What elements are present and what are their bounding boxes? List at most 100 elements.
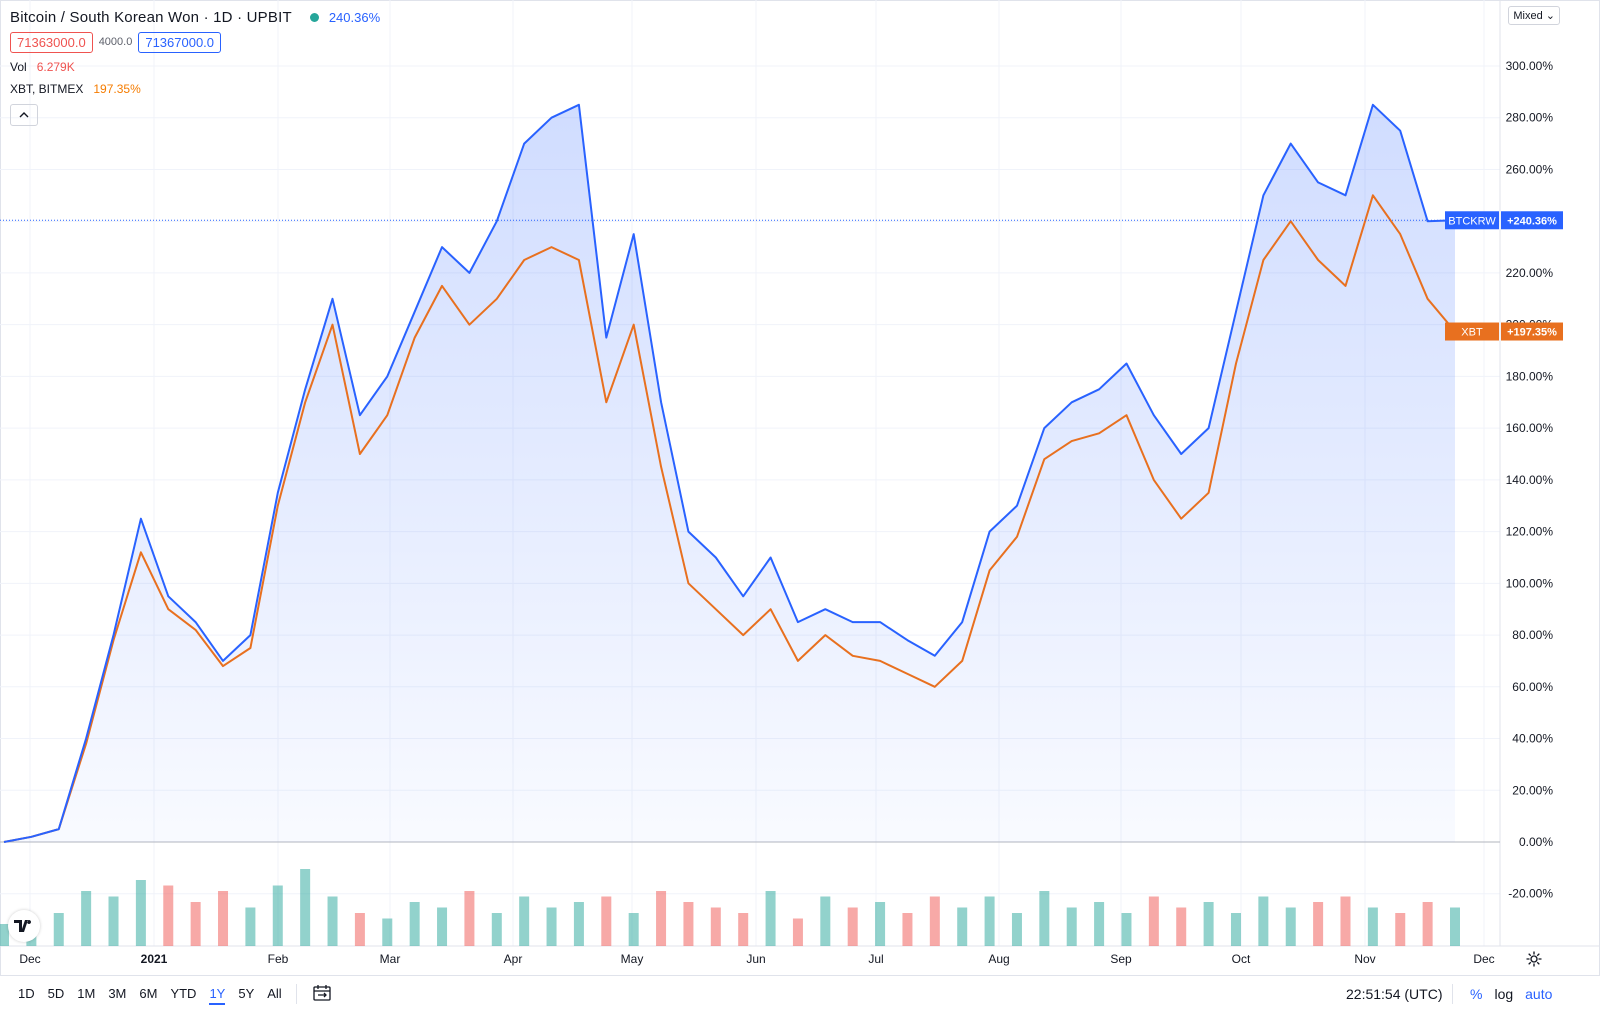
volume-bar xyxy=(792,918,803,946)
volume-bar xyxy=(1011,913,1022,946)
volume-bar xyxy=(1340,896,1351,946)
volume-bar xyxy=(1176,907,1187,946)
range-1d[interactable]: 1D xyxy=(18,986,35,1001)
scale-toggle-group: % log auto xyxy=(1470,986,1552,1002)
y-tick-label: 0.00% xyxy=(1519,835,1553,849)
volume-bar xyxy=(1121,913,1132,946)
x-tick-label: Nov xyxy=(1354,952,1375,966)
range-1m[interactable]: 1M xyxy=(77,986,96,1001)
volume-bar xyxy=(765,891,776,946)
tradingview-logo[interactable] xyxy=(8,910,40,942)
series-name-label: BTCKRW xyxy=(1448,215,1496,227)
range-5y[interactable]: 5Y xyxy=(238,986,255,1001)
volume-bar xyxy=(0,924,9,946)
bottom-toolbar: 1D 5D 1M 3M 6M YTD 1Y 5Y All 22:51:54 (UTC) % lo… xyxy=(0,975,1600,1034)
volume-bar xyxy=(300,869,311,946)
volume-bar xyxy=(1367,907,1378,946)
scale-mode-label: Mixed xyxy=(1513,10,1543,22)
volume-bar xyxy=(437,907,448,946)
volume-bar xyxy=(272,885,283,946)
volume-bar xyxy=(820,896,831,946)
volume-bar xyxy=(957,907,968,946)
volume-bar xyxy=(1422,902,1433,946)
series-value-tag xyxy=(1501,322,1563,341)
series-value-label: +240.36% xyxy=(1507,215,1557,227)
volume-value: 6.279K xyxy=(36,60,75,74)
volume-bar xyxy=(1395,913,1406,946)
volume-bar xyxy=(245,907,256,946)
auto-scale-toggle[interactable]: auto xyxy=(1525,986,1553,1002)
volume-bar xyxy=(1094,902,1105,946)
range-ytd[interactable]: YTD xyxy=(170,986,197,1001)
y-tick-label: -20.00% xyxy=(1508,887,1553,901)
range-6m[interactable]: 6M xyxy=(139,986,158,1001)
volume-bar xyxy=(1450,907,1460,946)
chevron-up-icon[interactable] xyxy=(10,104,38,126)
volume-bar xyxy=(902,913,913,946)
x-tick-label: 2021 xyxy=(141,952,168,966)
x-tick-label: Dec xyxy=(19,952,40,966)
y-tick-label: 60.00% xyxy=(1512,680,1553,694)
volume-bar xyxy=(656,891,667,946)
btc-area-fill xyxy=(4,104,1455,843)
y-tick-label: 220.00% xyxy=(1506,266,1554,280)
spread-value: 4000.0 xyxy=(98,36,133,48)
date-range-icon[interactable] xyxy=(313,985,331,1001)
utc-clock[interactable]: 22:51:54 (UTC) xyxy=(1346,986,1443,1002)
y-tick-label: 120.00% xyxy=(1506,525,1554,539)
x-tick-label: Jun xyxy=(746,952,765,966)
volume-bar xyxy=(464,891,475,946)
series-line-xbt[interactable] xyxy=(3,194,1456,843)
volume-label: Vol xyxy=(10,60,27,74)
change-percent: 240.36% xyxy=(328,9,381,25)
x-tick-label: Jul xyxy=(868,952,883,966)
series-line-btckrw[interactable] xyxy=(3,103,1456,843)
volume-bar xyxy=(601,896,612,946)
compare-symbol-value: 197.35% xyxy=(93,82,141,96)
tv-logo-icon xyxy=(14,920,32,932)
range-5d[interactable]: 5D xyxy=(47,986,65,1001)
y-tick-label: 260.00% xyxy=(1506,162,1554,176)
volume-bar xyxy=(409,902,420,946)
volume-bar xyxy=(738,913,749,946)
range-3m[interactable]: 3M xyxy=(108,986,127,1001)
bid-price: 71363000.0 xyxy=(10,31,93,53)
volume-bar xyxy=(546,907,557,946)
compare-symbol-label: XBT, BITMEX xyxy=(10,82,84,96)
log-scale-toggle[interactable]: log xyxy=(1494,986,1514,1002)
y-tick-label: 100.00% xyxy=(1506,576,1554,590)
range-1y[interactable]: 1Y xyxy=(209,986,226,1005)
volume-bar xyxy=(1285,907,1296,946)
volume-bar xyxy=(683,902,694,946)
volume-bar xyxy=(710,907,721,946)
y-tick-label: 280.00% xyxy=(1506,111,1554,125)
volume-bar xyxy=(53,913,64,946)
y-tick-label: 160.00% xyxy=(1506,421,1554,435)
scale-mode-dropdown[interactable]: Mixed ⌄ xyxy=(1508,6,1560,25)
volume-bar xyxy=(1203,902,1214,946)
symbol-title[interactable]: Bitcoin / South Korean Won · 1D · UPBIT xyxy=(10,8,292,26)
volume-bar xyxy=(628,913,639,946)
volume-bar xyxy=(573,902,584,946)
x-tick-label: Oct xyxy=(1232,952,1251,966)
y-tick-label: 40.00% xyxy=(1512,732,1553,746)
volume-bar xyxy=(354,913,365,946)
volume-bar xyxy=(382,918,393,946)
settings-gear-icon[interactable] xyxy=(1525,950,1543,968)
volume-bar xyxy=(1230,913,1241,946)
y-tick-label: 300.00% xyxy=(1506,59,1554,73)
ask-price: 71367000.0 xyxy=(138,31,222,53)
volume-bar xyxy=(218,891,229,946)
series-value-tag xyxy=(1501,211,1563,230)
volume-bar xyxy=(1313,902,1324,946)
volume-bar xyxy=(327,896,338,946)
percent-scale-toggle[interactable]: % xyxy=(1470,986,1483,1002)
range-all[interactable]: All xyxy=(267,986,282,1001)
volume-bar xyxy=(1258,896,1269,946)
toolbar-divider xyxy=(1452,984,1453,1004)
x-tick-label: Feb xyxy=(268,952,289,966)
range-selector: 1D 5D 1M 3M 6M YTD 1Y 5Y All xyxy=(18,986,282,1005)
x-tick-label: Dec xyxy=(1473,952,1494,966)
volume-bar xyxy=(135,880,146,946)
